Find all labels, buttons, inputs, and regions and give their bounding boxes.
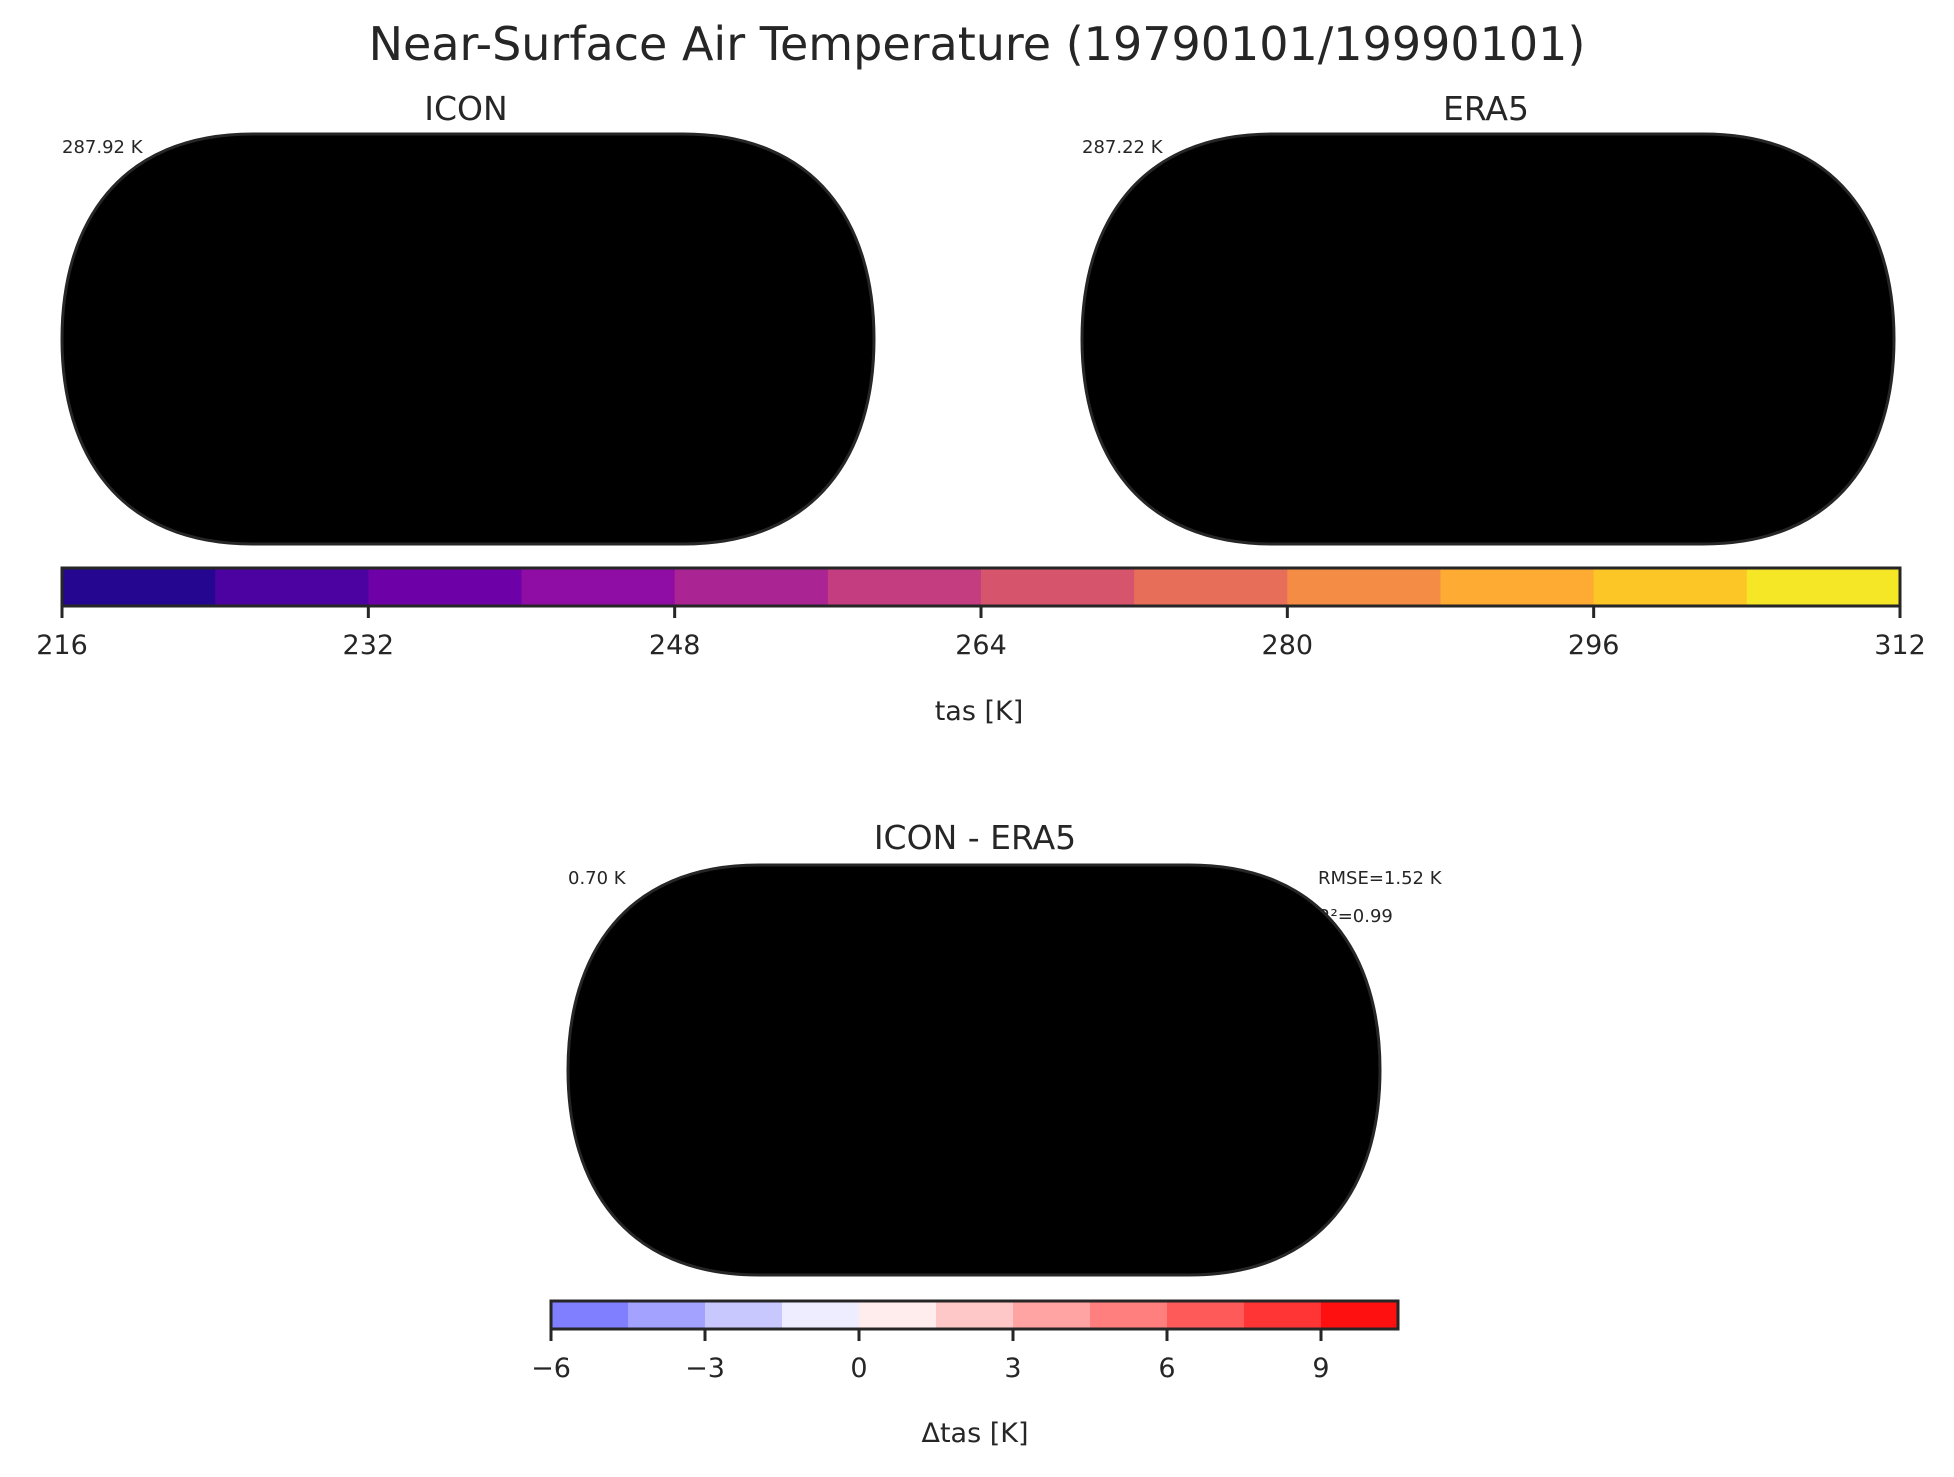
map-icon-field — [62, 134, 874, 544]
map-icon-coastlines — [168, 138, 818, 530]
colorbar-tick-label: 312 — [1874, 630, 1926, 661]
panel-icon-title: ICON — [424, 89, 507, 128]
colorbar-segment — [827, 568, 982, 606]
colorbar-segment — [551, 1301, 629, 1329]
panel-icon-mean: 287.92 K — [62, 137, 144, 158]
colorbar-tas: 216 232 248 264 280 296 312 — [36, 566, 1926, 661]
colorbar-segment — [981, 568, 1135, 606]
map-diff-border — [566, 863, 1382, 1277]
panel-era5-title: ERA5 — [1443, 89, 1529, 128]
map-era5 — [1080, 132, 1896, 546]
colorbar-segment — [936, 1301, 1014, 1329]
colorbar-dtas-label: Δtas [K] — [921, 1418, 1028, 1449]
colorbar-segment — [1440, 568, 1595, 606]
colorbar-segment — [62, 568, 216, 606]
colorbar-segment — [859, 1301, 937, 1329]
colorbar-segment — [782, 1301, 860, 1329]
colorbar-segment — [1090, 1301, 1168, 1329]
colorbar-segment — [1167, 1301, 1245, 1329]
colorbar-segment — [521, 568, 676, 606]
map-era5-coastlines — [1188, 138, 1838, 530]
colorbar-frame — [549, 1299, 1400, 1331]
figure-title: Near-Surface Air Temperature (19790101/1… — [369, 17, 1586, 71]
colorbar-tick-label: −3 — [685, 1353, 725, 1384]
colorbar-tick-label: 280 — [1262, 630, 1314, 661]
panel-diff: ICON - ERA5 0.70 K RMSE=1.52 K R²=0.99 — [566, 818, 1443, 1277]
map-diff-field — [568, 865, 1380, 1275]
colorbar-segment — [1746, 568, 1901, 606]
colorbar-tick-label: 296 — [1568, 630, 1620, 661]
colorbar-tick-label: 264 — [955, 630, 1007, 661]
colorbar-tick-label: 248 — [649, 630, 701, 661]
colorbar-tick-label: −6 — [531, 1353, 571, 1384]
colorbar-tick-label: 216 — [36, 630, 88, 661]
colorbar-segment — [1287, 568, 1442, 606]
colorbar-segment — [1013, 1301, 1091, 1329]
colorbar-tick-label: 6 — [1158, 1353, 1175, 1384]
colorbar-segment — [1593, 568, 1748, 606]
panel-era5: ERA5 287.22 K — [1080, 89, 1896, 546]
colorbar-segment — [628, 1301, 706, 1329]
map-diff-coastlines — [674, 869, 1324, 1261]
colorbar-tas-label: tas [K] — [935, 696, 1024, 727]
map-era5-field — [1082, 134, 1894, 544]
panel-era5-mean: 287.22 K — [1082, 137, 1164, 158]
colorbar-segment — [674, 568, 829, 606]
colorbar-segment — [705, 1301, 783, 1329]
panel-diff-mean: 0.70 K — [568, 868, 627, 889]
panel-diff-rmse: RMSE=1.52 K — [1318, 868, 1443, 889]
colorbar-tick-label: 0 — [850, 1353, 867, 1384]
colorbar-tick-label: 232 — [343, 630, 395, 661]
colorbar-segment — [1134, 568, 1288, 606]
colorbar-tick-label: 3 — [1004, 1353, 1021, 1384]
map-era5-border — [1080, 132, 1896, 546]
colorbar-segment — [215, 568, 369, 606]
panel-diff-r2: R²=0.99 — [1318, 906, 1393, 927]
map-icon-border — [60, 132, 876, 546]
colorbar-segment — [1321, 1301, 1399, 1329]
colorbar-dtas: −6 −3 0 3 6 9 — [531, 1299, 1400, 1384]
colorbar-tick-label: 9 — [1312, 1353, 1329, 1384]
panel-diff-title: ICON - ERA5 — [874, 818, 1076, 857]
map-diff — [566, 863, 1382, 1277]
panel-icon: ICON 287.92 K — [60, 89, 876, 546]
colorbar-segment — [368, 568, 523, 606]
colorbar-segment — [1244, 1301, 1322, 1329]
map-icon — [60, 132, 876, 546]
